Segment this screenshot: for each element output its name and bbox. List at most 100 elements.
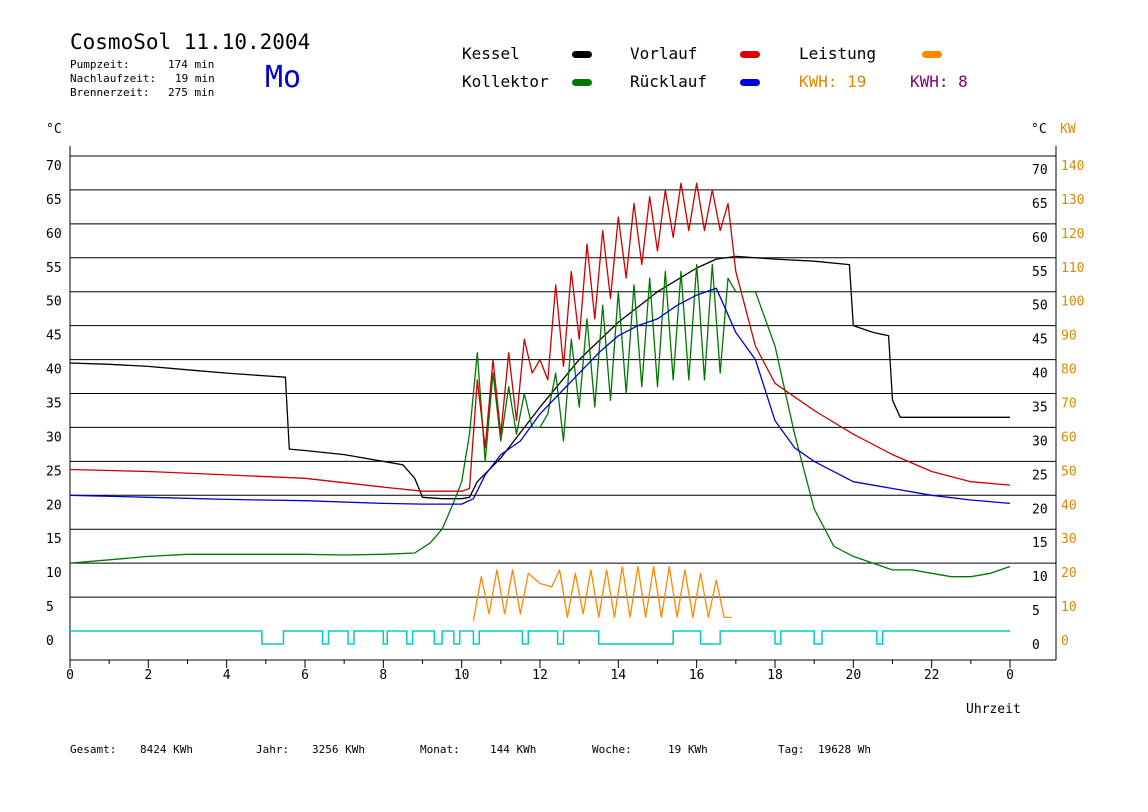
x-tick-label: 8 xyxy=(379,668,387,683)
pump-line xyxy=(70,630,1010,645)
y-tick-label-right: 55 xyxy=(1032,265,1048,280)
series-lines xyxy=(69,182,1011,621)
y-tick-label-power: 50 xyxy=(1061,464,1077,479)
pumpzeit-label: Pumpzeit: xyxy=(70,58,130,71)
y-tick-label-right: 0 xyxy=(1032,638,1040,653)
y-tick-label-left: 5 xyxy=(46,600,54,615)
footer-jahr-label: Jahr: xyxy=(256,743,290,756)
series-line-leistung xyxy=(472,565,732,621)
x-tick-label: 16 xyxy=(689,668,705,683)
series-line-kollektor xyxy=(69,263,1011,578)
legend-kessel-label: Kessel xyxy=(462,44,520,63)
right-axis-power-unit: KW xyxy=(1060,122,1076,137)
footer-woche-value: 19 KWh xyxy=(668,743,708,756)
y-tick-label-power: 130 xyxy=(1061,193,1084,208)
y-tick-label-right: 20 xyxy=(1032,502,1048,517)
y-tick-label-left: 70 xyxy=(46,159,62,174)
right-axis-temp-unit: °C xyxy=(1031,122,1047,137)
y-tick-label-power: 110 xyxy=(1061,261,1084,276)
x-tick-label: 0 xyxy=(1006,668,1014,683)
y-tick-label-right: 40 xyxy=(1032,367,1048,382)
footer-jahr-value: 3256 KWh xyxy=(312,743,365,756)
y-tick-label-power: 20 xyxy=(1061,566,1077,581)
y-tick-label-right: 30 xyxy=(1032,434,1048,449)
legend-ruecklauf-label: Rücklauf xyxy=(630,72,708,91)
y-tick-label-left: 10 xyxy=(46,566,62,581)
x-tick-label: 2 xyxy=(144,668,152,683)
legend-kwh-secondary: KWH: 8 xyxy=(910,72,968,91)
y-tick-label-right: 70 xyxy=(1032,163,1048,178)
weekday-label: Mo xyxy=(265,60,302,95)
footer-gesamt-label: Gesamt: xyxy=(70,743,117,756)
chart-title: CosmoSol 11.10.2004 xyxy=(70,30,311,54)
nachlaufzeit-value: 19 min xyxy=(175,72,215,85)
x-tick-label: 18 xyxy=(767,668,783,683)
legend-ruecklauf-swatch xyxy=(740,79,760,86)
legend-leistung-label: Leistung xyxy=(799,44,877,63)
legend-leistung-swatch xyxy=(922,51,942,58)
nachlaufzeit-label: Nachlaufzeit: xyxy=(70,72,157,85)
legend-kwh-total: KWH: 19 xyxy=(799,72,867,91)
legend-vorlauf-swatch xyxy=(740,51,760,58)
footer-tag-label: Tag: xyxy=(778,743,805,756)
x-tick-label: 6 xyxy=(301,668,309,683)
series-line-kessel xyxy=(69,255,1010,500)
y-tick-label-power: 120 xyxy=(1061,227,1084,242)
y-tick-label-power: 100 xyxy=(1061,295,1084,310)
x-tick-label: 4 xyxy=(223,668,231,683)
legend-vorlauf-label: Vorlauf xyxy=(630,44,698,63)
legend-kollektor-label: Kollektor xyxy=(462,72,549,91)
y-tick-label-left: 30 xyxy=(46,430,62,445)
x-tick-label: 12 xyxy=(532,668,548,683)
brennerzeit-value: 275 min xyxy=(168,86,215,99)
y-tick-label-left: 25 xyxy=(46,464,62,479)
series-line-ruecklauf xyxy=(69,287,1011,505)
y-tick-label-left: 50 xyxy=(46,295,62,310)
y-tick-label-power: 40 xyxy=(1061,498,1077,513)
footer-gesamt-value: 8424 KWh xyxy=(140,743,193,756)
y-tick-label-right: 65 xyxy=(1032,197,1048,212)
y-tick-label-left: 20 xyxy=(46,498,62,513)
chart-grid xyxy=(70,155,1056,598)
x-tick-label: 20 xyxy=(846,668,862,683)
x-tick-label: 10 xyxy=(454,668,470,683)
pumpzeit-value: 174 min xyxy=(168,58,215,71)
footer-monat-label: Monat: xyxy=(420,743,460,756)
y-tick-label-power: 140 xyxy=(1061,159,1084,174)
y-tick-label-right: 5 xyxy=(1032,604,1040,619)
y-tick-label-power: 90 xyxy=(1061,329,1077,344)
y-tick-label-right: 35 xyxy=(1032,401,1048,416)
y-tick-label-power: 10 xyxy=(1061,600,1077,615)
y-tick-label-right: 45 xyxy=(1032,333,1048,348)
footer-tag-value: 19628 Wh xyxy=(818,743,871,756)
y-tick-label-power: 70 xyxy=(1061,397,1077,412)
y-tick-label-power: 80 xyxy=(1061,363,1077,378)
legend-kollektor-swatch xyxy=(572,79,592,86)
x-tick-label: 0 xyxy=(66,668,74,683)
legend-kessel-swatch xyxy=(572,51,592,58)
y-tick-label-left: 15 xyxy=(46,532,62,547)
footer-monat-value: 144 KWh xyxy=(490,743,537,756)
y-tick-label-left: 40 xyxy=(46,363,62,378)
pump-activity xyxy=(70,630,1010,645)
left-axis-unit: °C xyxy=(46,122,62,137)
x-tick-label: 14 xyxy=(611,668,627,683)
y-tick-label-left: 35 xyxy=(46,397,62,412)
series-line-vorlauf xyxy=(69,182,1011,492)
y-tick-label-left: 55 xyxy=(46,261,62,276)
y-tick-label-right: 10 xyxy=(1032,570,1048,585)
y-tick-label-left: 0 xyxy=(46,634,54,649)
footer-woche-label: Woche: xyxy=(592,743,632,756)
y-tick-label-left: 65 xyxy=(46,193,62,208)
y-tick-label-power: 30 xyxy=(1061,532,1077,547)
y-tick-label-left: 45 xyxy=(46,329,62,344)
y-tick-label-right: 25 xyxy=(1032,468,1048,483)
x-axis-label: Uhrzeit xyxy=(966,702,1021,717)
brennerzeit-label: Brennerzeit: xyxy=(70,86,150,99)
y-tick-label-right: 60 xyxy=(1032,231,1048,246)
x-tick-label: 22 xyxy=(924,668,940,683)
y-tick-label-right: 50 xyxy=(1032,299,1048,314)
y-tick-label-power: 60 xyxy=(1061,430,1077,445)
chart-axes xyxy=(69,146,1057,668)
